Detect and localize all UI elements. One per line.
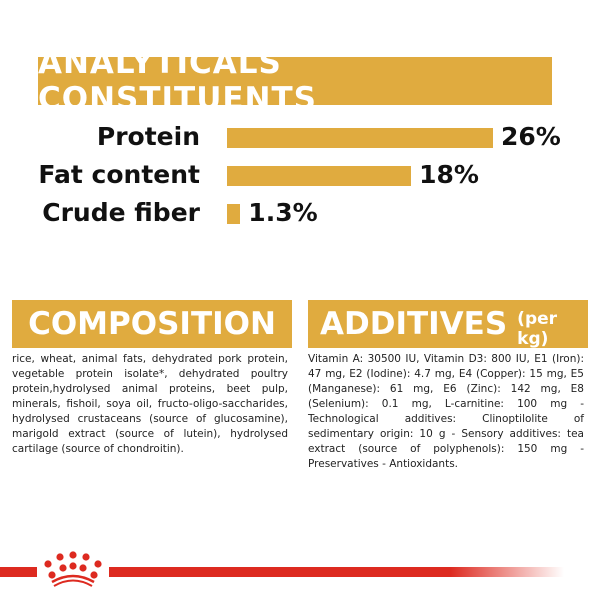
analytical-constituents-header: ANALYTICALS CONSTITUENTS [38,45,552,117]
additives-unit: (per kg) [517,309,558,349]
constituent-bar [227,204,241,224]
constituent-bar [227,166,412,186]
footer-stripe [0,567,37,577]
constituent-value: 18% [419,160,479,189]
constituent-label: Fat content [38,160,200,189]
footer-stripe [109,567,564,577]
additives-title: ADDITIVES [320,306,508,342]
composition-text: rice, wheat, animal fats, dehydrated por… [12,353,288,455]
constituent-value: 1.3% [248,198,318,227]
constituent-label: Protein [96,122,200,151]
constituent-bar [227,128,493,148]
crown-icon [44,551,102,587]
constituent-value: 26% [501,122,561,151]
constituent-label: Crude fiber [42,198,200,227]
additives-text: Vitamin A: 30500 IU, Vitamin D3: 800 IU,… [308,353,584,470]
constituent-row-fat: Fat content 18% [0,160,600,189]
constituent-row-protein: Protein 26% [0,122,600,151]
constituent-row-fiber: Crude fiber 1.3% [0,198,600,227]
composition-header: COMPOSITION [12,300,292,348]
additives-header: ADDITIVES (per kg) [308,300,588,349]
